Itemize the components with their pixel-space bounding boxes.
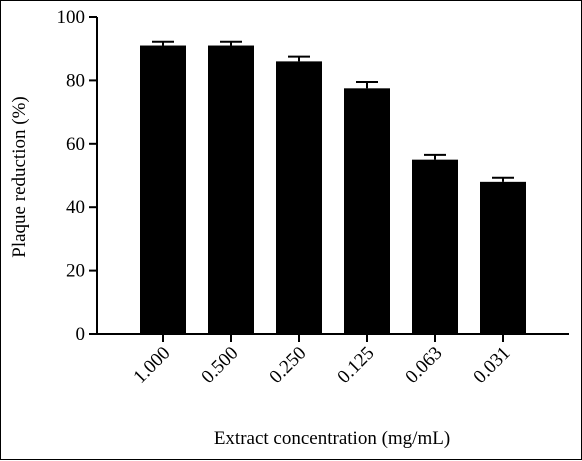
y-ticks-group: 0 20 40 60 80 100: [57, 7, 97, 345]
error-bars-group: [152, 40, 514, 182]
bar: [208, 45, 254, 334]
bars-group: [140, 45, 526, 334]
y-tick-label: 40: [66, 197, 85, 218]
bar: [276, 61, 322, 334]
x-tick-label: 0.063: [401, 343, 446, 388]
bar: [480, 181, 526, 334]
x-axis-title: Extract concentration (mg/mL): [214, 428, 450, 449]
x-tick-label: 0.250: [265, 343, 310, 388]
bar: [412, 159, 458, 334]
y-tick-label: 0: [76, 324, 86, 345]
y-tick-label: 80: [66, 70, 85, 91]
x-tick-label: 0.500: [197, 343, 242, 388]
bar: [344, 88, 390, 334]
bar: [140, 45, 186, 334]
x-tick-label: 1.000: [129, 343, 174, 388]
y-tick-label: 20: [66, 261, 85, 282]
x-ticks-group: 1.000 0.500 0.250 0.125 0.063 0.031: [129, 334, 515, 388]
axes-group: [96, 17, 569, 335]
x-tick-label: 0.031: [469, 343, 514, 388]
y-tick-label: 100: [57, 7, 86, 28]
y-tick-label: 60: [66, 134, 85, 155]
y-axis-title: Plaque reduction (%): [9, 96, 30, 257]
x-tick-label: 0.125: [333, 343, 378, 388]
